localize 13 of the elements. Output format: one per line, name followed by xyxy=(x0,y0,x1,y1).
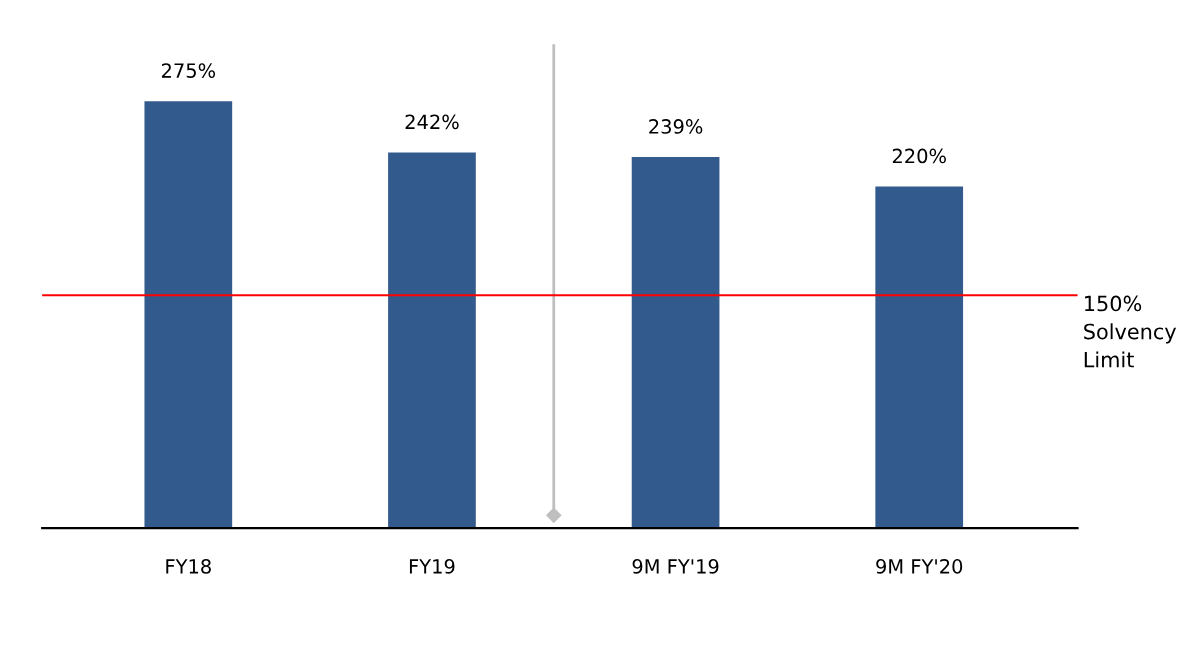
data-label: 275% xyxy=(161,63,216,78)
data-label: 220% xyxy=(892,148,946,164)
bar xyxy=(144,101,233,529)
bar xyxy=(631,157,720,529)
bar xyxy=(388,152,476,529)
x-tick-label: 9M FY'19 xyxy=(632,559,719,574)
data-label: 239% xyxy=(649,119,703,134)
data-label: 242% xyxy=(405,114,459,130)
x-tick-label: 9M FY'20 xyxy=(876,559,963,574)
x-tick-label: FY18 xyxy=(166,559,211,574)
bar xyxy=(875,186,964,529)
x-tick-label: FY19 xyxy=(409,559,455,574)
ref-line-label: 150% Solvency Limit xyxy=(1084,295,1177,368)
